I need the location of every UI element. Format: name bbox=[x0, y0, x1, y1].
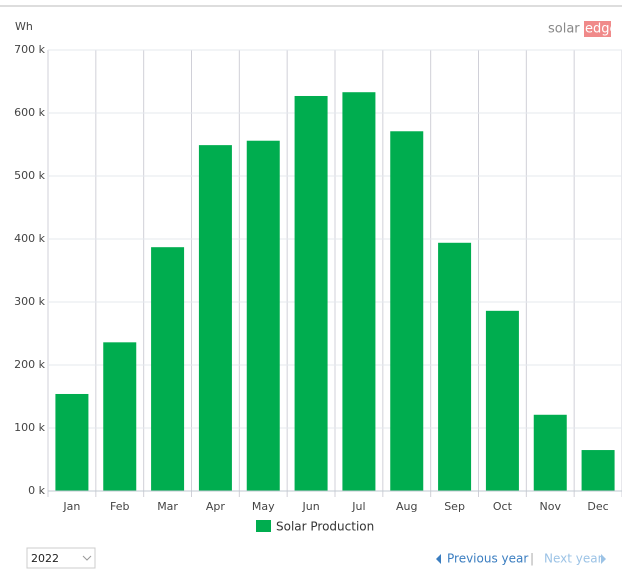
bar bbox=[485, 310, 519, 491]
x-tick-label: Sep bbox=[444, 500, 465, 513]
bar bbox=[533, 414, 567, 491]
prev-arrow[interactable] bbox=[436, 554, 441, 564]
y-tick-label: 300 k bbox=[14, 295, 45, 308]
x-tick-label: May bbox=[252, 500, 275, 513]
logo-left: solar bbox=[548, 22, 580, 37]
x-tick-label: Mar bbox=[157, 500, 178, 513]
y-unit: Wh bbox=[15, 20, 33, 33]
bar bbox=[103, 342, 137, 491]
y-tick-label: 400 k bbox=[14, 232, 45, 245]
y-tick-label: 100 k bbox=[14, 421, 45, 434]
bar bbox=[198, 145, 232, 491]
next-year[interactable]: Next year bbox=[544, 552, 603, 566]
bar bbox=[438, 242, 472, 491]
legend-label: Solar Production bbox=[276, 520, 374, 534]
select-arrow bbox=[82, 555, 92, 561]
previous-year[interactable]: Previous year bbox=[447, 552, 528, 566]
bar bbox=[294, 95, 328, 492]
y-tick-label: 500 k bbox=[14, 169, 45, 182]
x-tick-label: Jul bbox=[351, 500, 365, 513]
nav-separator: | bbox=[530, 552, 534, 566]
bar bbox=[342, 92, 376, 492]
bar bbox=[581, 450, 615, 491]
x-tick-label: Nov bbox=[540, 500, 562, 513]
next-arrow[interactable] bbox=[601, 554, 606, 564]
x-tick-label: Oct bbox=[493, 500, 513, 513]
x-tick-label: Jun bbox=[301, 500, 319, 513]
y-tick-label: 600 k bbox=[14, 106, 45, 119]
year-select[interactable] bbox=[26, 547, 96, 569]
bar bbox=[246, 140, 280, 491]
y-tick-label: 700 k bbox=[14, 43, 45, 56]
legend-swatch bbox=[256, 520, 271, 532]
logo-box bbox=[584, 21, 611, 37]
y-tick-label: 200 k bbox=[14, 358, 45, 371]
x-tick-label: Apr bbox=[206, 500, 226, 513]
bar bbox=[390, 131, 424, 491]
bar bbox=[151, 247, 185, 491]
year-select-value[interactable]: 2022 bbox=[31, 552, 59, 565]
x-tick-label: Jan bbox=[62, 500, 80, 513]
x-tick-label: Aug bbox=[396, 500, 417, 513]
x-tick-label: Dec bbox=[587, 500, 608, 513]
x-tick-label: Feb bbox=[110, 500, 129, 513]
logo-right: edge bbox=[585, 22, 618, 37]
bar bbox=[55, 393, 89, 491]
y-tick-label: 0 k bbox=[28, 484, 45, 497]
